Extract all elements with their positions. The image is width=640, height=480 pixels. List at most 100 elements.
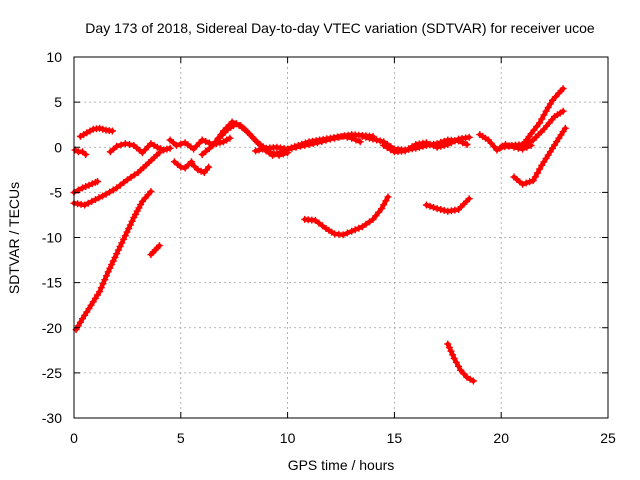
plus-marker — [552, 93, 560, 101]
plus-marker — [465, 195, 473, 203]
data-series-arc-8 — [166, 134, 234, 153]
y-tick-label: 10 — [46, 49, 62, 65]
plus-marker — [362, 133, 370, 141]
plus-marker — [212, 138, 219, 146]
plus-marker — [102, 190, 110, 198]
plus-marker — [376, 137, 384, 145]
plus-marker — [123, 176, 131, 184]
plus-marker — [202, 138, 210, 145]
plus-marker — [561, 124, 569, 132]
plus-marker — [94, 178, 101, 185]
plus-marker — [351, 226, 359, 234]
plus-marker — [155, 242, 163, 250]
plus-marker — [378, 205, 386, 213]
plus-marker — [166, 144, 174, 152]
plus-marker — [116, 243, 124, 250]
plus-marker — [205, 163, 213, 171]
plus-marker — [382, 197, 390, 205]
plus-marker — [540, 111, 548, 119]
plus-marker — [519, 180, 527, 188]
plus-marker — [153, 143, 161, 151]
plus-marker — [384, 193, 392, 201]
plus-marker — [437, 142, 445, 150]
plus-marker — [358, 132, 366, 140]
plus-marker — [451, 137, 459, 145]
plus-marker — [82, 151, 90, 158]
y-tick-label: -20 — [42, 320, 62, 336]
y-tick-label: -30 — [42, 410, 62, 426]
plus-marker — [450, 354, 458, 362]
plus-marker — [343, 229, 351, 237]
plus-marker — [108, 127, 116, 135]
x-tick-label: 5 — [177, 430, 185, 446]
x-tick-label: 0 — [70, 430, 78, 446]
plus-marker — [460, 370, 468, 378]
plus-marker — [452, 358, 460, 366]
plus-marker — [559, 107, 567, 115]
data-series-arc-3 — [70, 178, 101, 196]
plus-marker — [121, 140, 129, 148]
plus-marker — [372, 212, 380, 220]
plus-marker — [160, 146, 168, 154]
plus-marker — [362, 220, 370, 228]
plus-marker — [255, 146, 263, 154]
data-series-arc-4 — [70, 149, 163, 209]
data-series-arc-14 — [252, 131, 377, 155]
plus-marker — [99, 280, 107, 288]
y-tick-label: 0 — [54, 139, 62, 155]
data-series-arc-2 — [76, 124, 116, 140]
plus-marker — [205, 145, 213, 152]
axis-ticks: 0 5 10 15 20 25 -30 -25 -20 -15 -10 -5 0 5 10 — [42, 49, 616, 446]
x-axis-label: GPS time / hours — [288, 457, 395, 473]
plus-marker — [469, 377, 477, 385]
plus-marker — [465, 133, 473, 141]
plus-marker — [79, 184, 86, 192]
data-series-arc-19 — [444, 340, 477, 385]
plus-marker — [103, 272, 110, 280]
plus-marker — [536, 119, 544, 127]
x-tick-label: 20 — [493, 430, 509, 446]
plus-marker — [301, 139, 309, 147]
plus-marker — [202, 148, 210, 155]
y-axis-label: SDTVAR / TECUs — [6, 182, 22, 294]
plus-marker — [445, 344, 453, 352]
data-series-arc-10 — [188, 160, 213, 176]
plus-marker — [447, 347, 455, 355]
plus-marker — [197, 167, 205, 175]
plus-marker — [108, 261, 116, 269]
plus-marker — [121, 232, 129, 240]
plus-marker — [536, 165, 544, 173]
plus-marker — [449, 351, 457, 359]
plus-marker — [373, 136, 381, 144]
plus-marker — [177, 140, 185, 148]
plus-marker — [252, 147, 260, 155]
plus-marker — [126, 221, 134, 229]
plus-marker — [163, 145, 171, 153]
plus-marker — [95, 194, 103, 202]
plus-marker — [352, 136, 360, 144]
y-tick-label: 5 — [54, 94, 62, 110]
series-line — [511, 126, 568, 187]
plus-marker — [463, 141, 471, 148]
chart-title: Day 173 of 2018, Sidereal Day-to-day VTE… — [85, 20, 595, 36]
x-tick-label: 10 — [280, 430, 296, 446]
plus-marker — [422, 139, 430, 147]
plus-marker — [291, 143, 299, 151]
x-tick-label: 15 — [387, 430, 403, 446]
y-tick-label: -25 — [42, 365, 62, 381]
plus-marker — [147, 188, 155, 195]
plus-marker — [157, 145, 164, 153]
plus-marker — [355, 224, 363, 232]
plus-marker — [529, 177, 537, 185]
data-series-arc-15 — [301, 193, 392, 239]
plus-marker — [542, 107, 550, 115]
plus-marker — [298, 140, 306, 148]
plus-marker — [84, 199, 92, 207]
data-series-arc-9 — [170, 158, 195, 172]
plus-marker — [181, 164, 189, 172]
plus-marker — [106, 188, 114, 196]
data-series-layer — [70, 85, 569, 385]
plus-marker — [433, 143, 441, 151]
plus-marker — [106, 264, 114, 272]
